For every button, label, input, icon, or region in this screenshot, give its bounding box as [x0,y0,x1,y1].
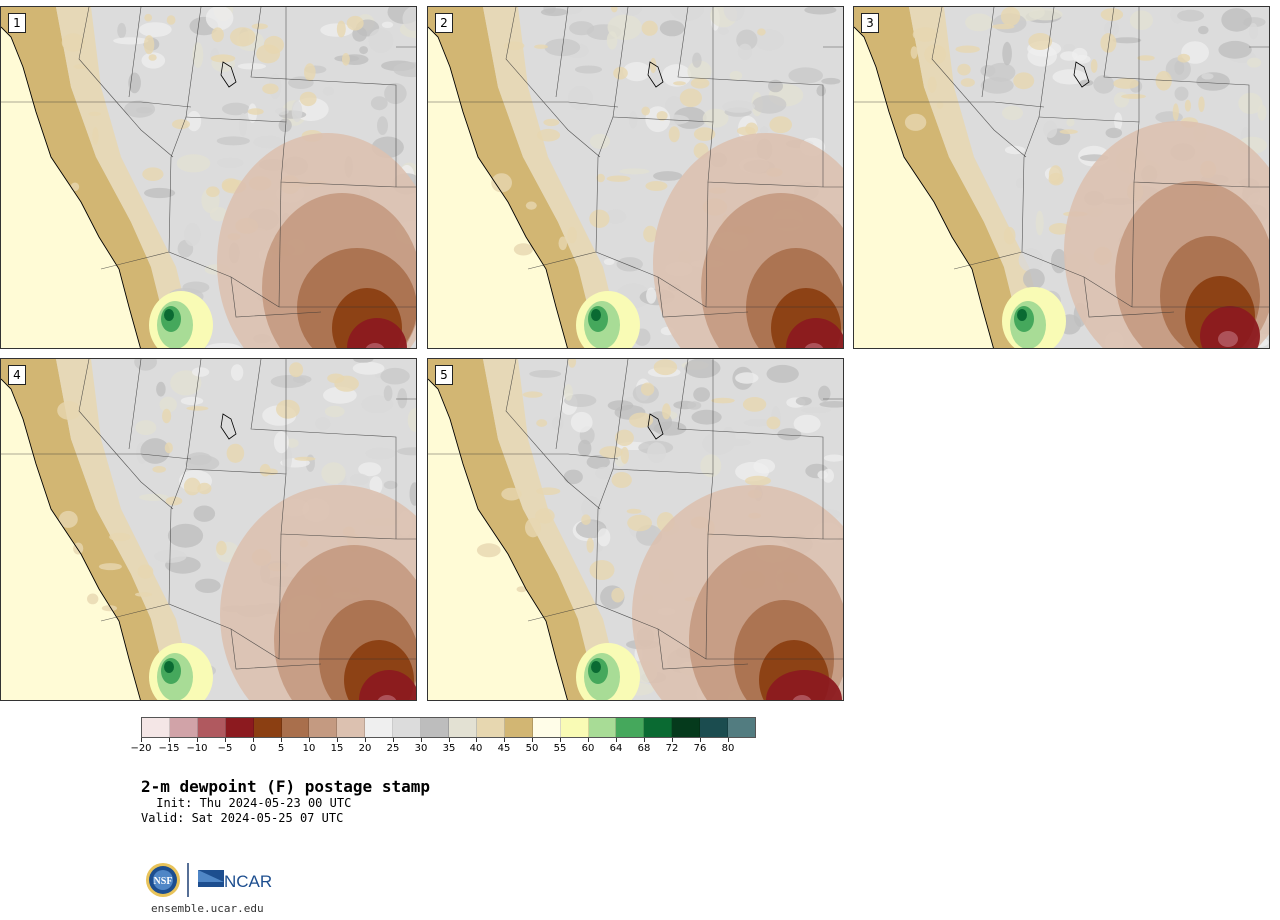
colorbar-tick-label: 5 [277,743,285,754]
colorbar-swatch [253,718,282,737]
colorbar-tick-label: 50 [525,743,539,754]
colorbar-tick [337,738,338,742]
colorbar-tick-label: 20 [358,743,372,754]
colorbar-swatch [281,718,310,737]
map-title: 2-m dewpoint (F) postage stamp [141,777,430,796]
colorbar-tick [476,738,477,742]
colorbar-tick [700,738,701,742]
panel-label: 4 [8,365,26,385]
colorbar-tick-label: 76 [693,743,707,754]
colorbar-tick [169,738,170,742]
colorbar-ticks: −20 −15 −10 −5 0 5 10 15 20 25 30 35 40 45 50 55 60 64 68 7… [130,738,756,758]
colorbar-tick-label: −15 [158,743,180,754]
colorbar-tick-label: −10 [186,743,208,754]
colorbar-tick [421,738,422,742]
colorbar-tick [225,738,226,742]
colorbar-tick [532,738,533,742]
colorbar-tick [644,738,645,742]
dewpoint-map [428,359,843,700]
map-panel-5: 5 [427,358,844,701]
colorbar-tick [309,738,310,742]
colorbar-tick [449,738,450,742]
colorbar-tick-label: 40 [469,743,483,754]
dewpoint-map [428,7,843,348]
panel-label: 2 [435,13,453,33]
dewpoint-map [1,7,416,348]
colorbar-swatch [365,718,394,737]
colorbar-swatch [476,718,505,737]
colorbar-swatch [142,718,170,737]
colorbar-swatch [728,718,755,737]
colorbar-swatch [560,718,589,737]
colorbar-tick [393,738,394,742]
ncar-logo-text: NCAR [224,872,272,891]
colorbar-swatch [309,718,338,737]
colorbar-swatch [532,718,561,737]
colorbar-tick [281,738,282,742]
colorbar-tick [588,738,589,742]
colorbar-tick-label: 10 [302,743,316,754]
colorbar-swatch [393,718,422,737]
colorbar [141,717,756,738]
init-time: Init: Thu 2024-05-23 00 UTC [156,796,352,810]
colorbar-tick [197,738,198,742]
colorbar-swatch [672,718,701,737]
colorbar-tick-label: 25 [386,743,400,754]
colorbar-tick-label: 68 [637,743,651,754]
nsf-logo: NSF [146,863,180,897]
colorbar-swatch [225,718,254,737]
ncar-logo: NCAR [198,870,272,891]
colorbar-tick-label: 45 [497,743,511,754]
colorbar-tick [253,738,254,742]
colorbar-tick-label: 60 [581,743,595,754]
panel-label: 1 [8,13,26,33]
colorbar-tick-label: 35 [442,743,456,754]
dewpoint-map [1,359,416,700]
colorbar-tick-label: −20 [130,743,152,754]
colorbar-tick [504,738,505,742]
colorbar-tick [560,738,561,742]
logos: NSF NCAR [144,860,284,900]
colorbar-swatch [337,718,366,737]
colorbar-tick-label: −5 [217,743,233,754]
colorbar-swatch [644,718,673,737]
valid-time: Valid: Sat 2024-05-25 07 UTC [141,811,344,825]
colorbar-swatch [588,718,617,737]
website-url: ensemble.ucar.edu [151,902,264,915]
colorbar-tick-label: 72 [665,743,679,754]
colorbar-swatch [448,718,477,737]
colorbar-swatch [700,718,729,737]
colorbar-swatch [169,718,198,737]
colorbar-tick-label: 80 [721,743,735,754]
map-panel-2: 2 [427,6,844,349]
dewpoint-map [854,7,1269,348]
panel-label: 5 [435,365,453,385]
nsf-logo-text: NSF [154,876,173,887]
map-panel-1: 1 [0,6,417,349]
colorbar-tick-label: 15 [330,743,344,754]
colorbar-swatch [421,718,449,737]
colorbar-tick-label: 30 [414,743,428,754]
colorbar-tick [365,738,366,742]
colorbar-tick [616,738,617,742]
colorbar-tick [728,738,729,742]
colorbar-swatch [504,718,533,737]
map-panel-4: 4 [0,358,417,701]
colorbar-swatch [197,718,226,737]
colorbar-swatch [616,718,645,737]
colorbar-tick [672,738,673,742]
colorbar-tick [141,738,142,742]
colorbar-tick-label: 55 [553,743,567,754]
panel-label: 3 [861,13,879,33]
colorbar-tick-label: 64 [609,743,623,754]
map-panel-3: 3 [853,6,1270,349]
colorbar-tick-label: 0 [249,743,257,754]
